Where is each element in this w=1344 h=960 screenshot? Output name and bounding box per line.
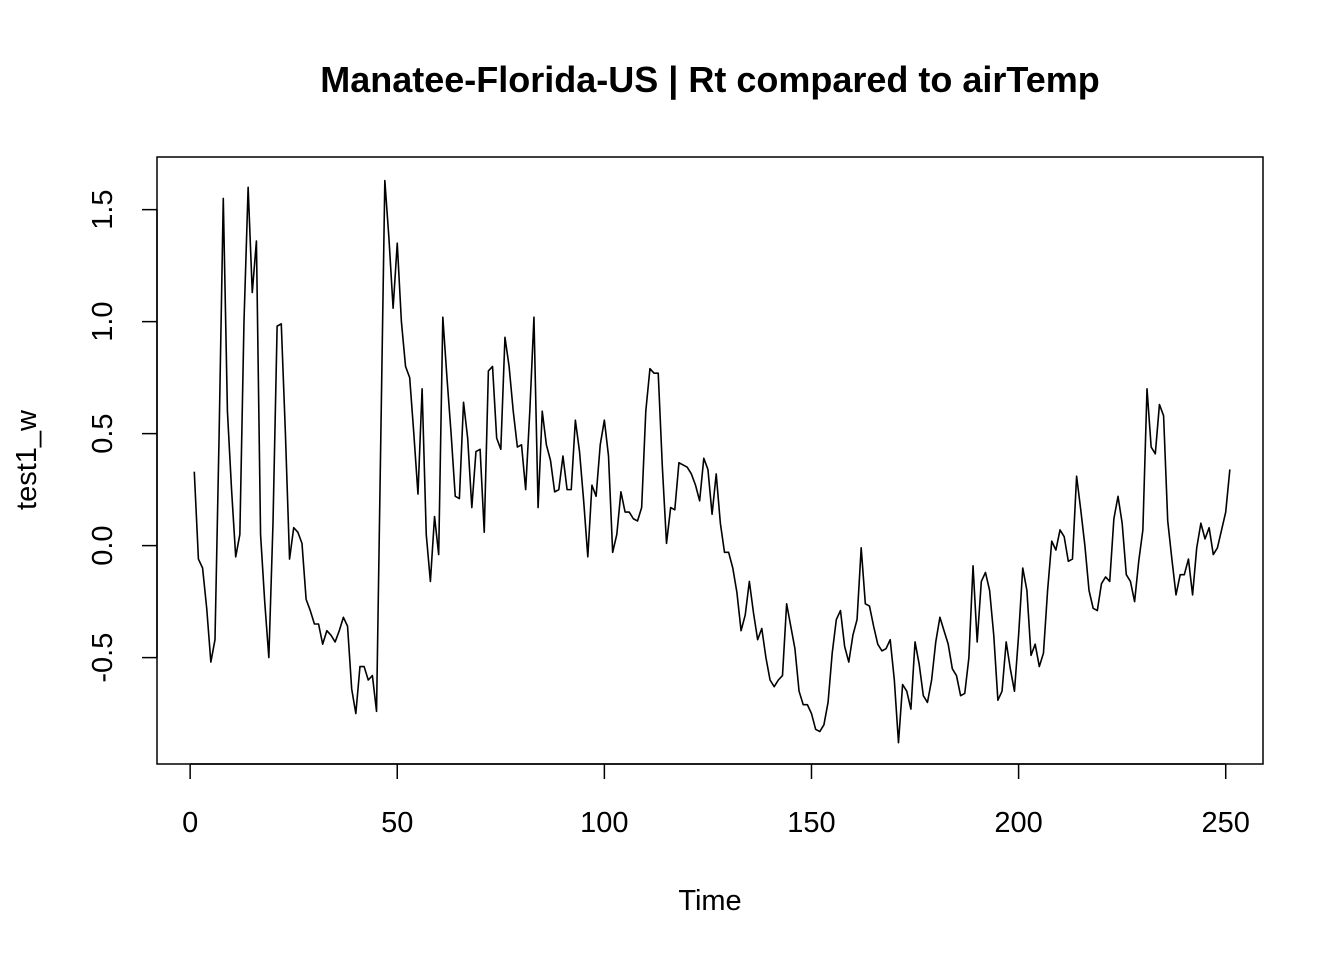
y-axis: -0.5 0.0 0.5 1.0 1.5 (87, 189, 158, 683)
x-tick-label: 250 (1202, 807, 1250, 839)
y-tick-label: 1.5 (87, 189, 119, 229)
x-axis-label: Time (678, 885, 741, 917)
x-tick-label: 100 (580, 807, 628, 839)
y-tick-label: 0.0 (87, 525, 119, 565)
x-tick-label: 200 (994, 807, 1042, 839)
plot-frame (156, 156, 1264, 765)
y-tick-label: 0.5 (87, 413, 119, 453)
y-tick-label: -0.5 (87, 633, 119, 683)
x-axis: 0 50 100 150 200 250 (182, 763, 1250, 839)
x-tick-label: 0 (182, 807, 198, 839)
x-tick-label: 50 (381, 807, 413, 839)
x-tick-label: 150 (787, 807, 835, 839)
series-line (193, 179, 1231, 744)
y-tick-label: 1.0 (87, 301, 119, 341)
y-axis-label: test1_w (11, 409, 43, 510)
chart-title: Manatee-Florida-US | Rt compared to airT… (320, 59, 1100, 101)
